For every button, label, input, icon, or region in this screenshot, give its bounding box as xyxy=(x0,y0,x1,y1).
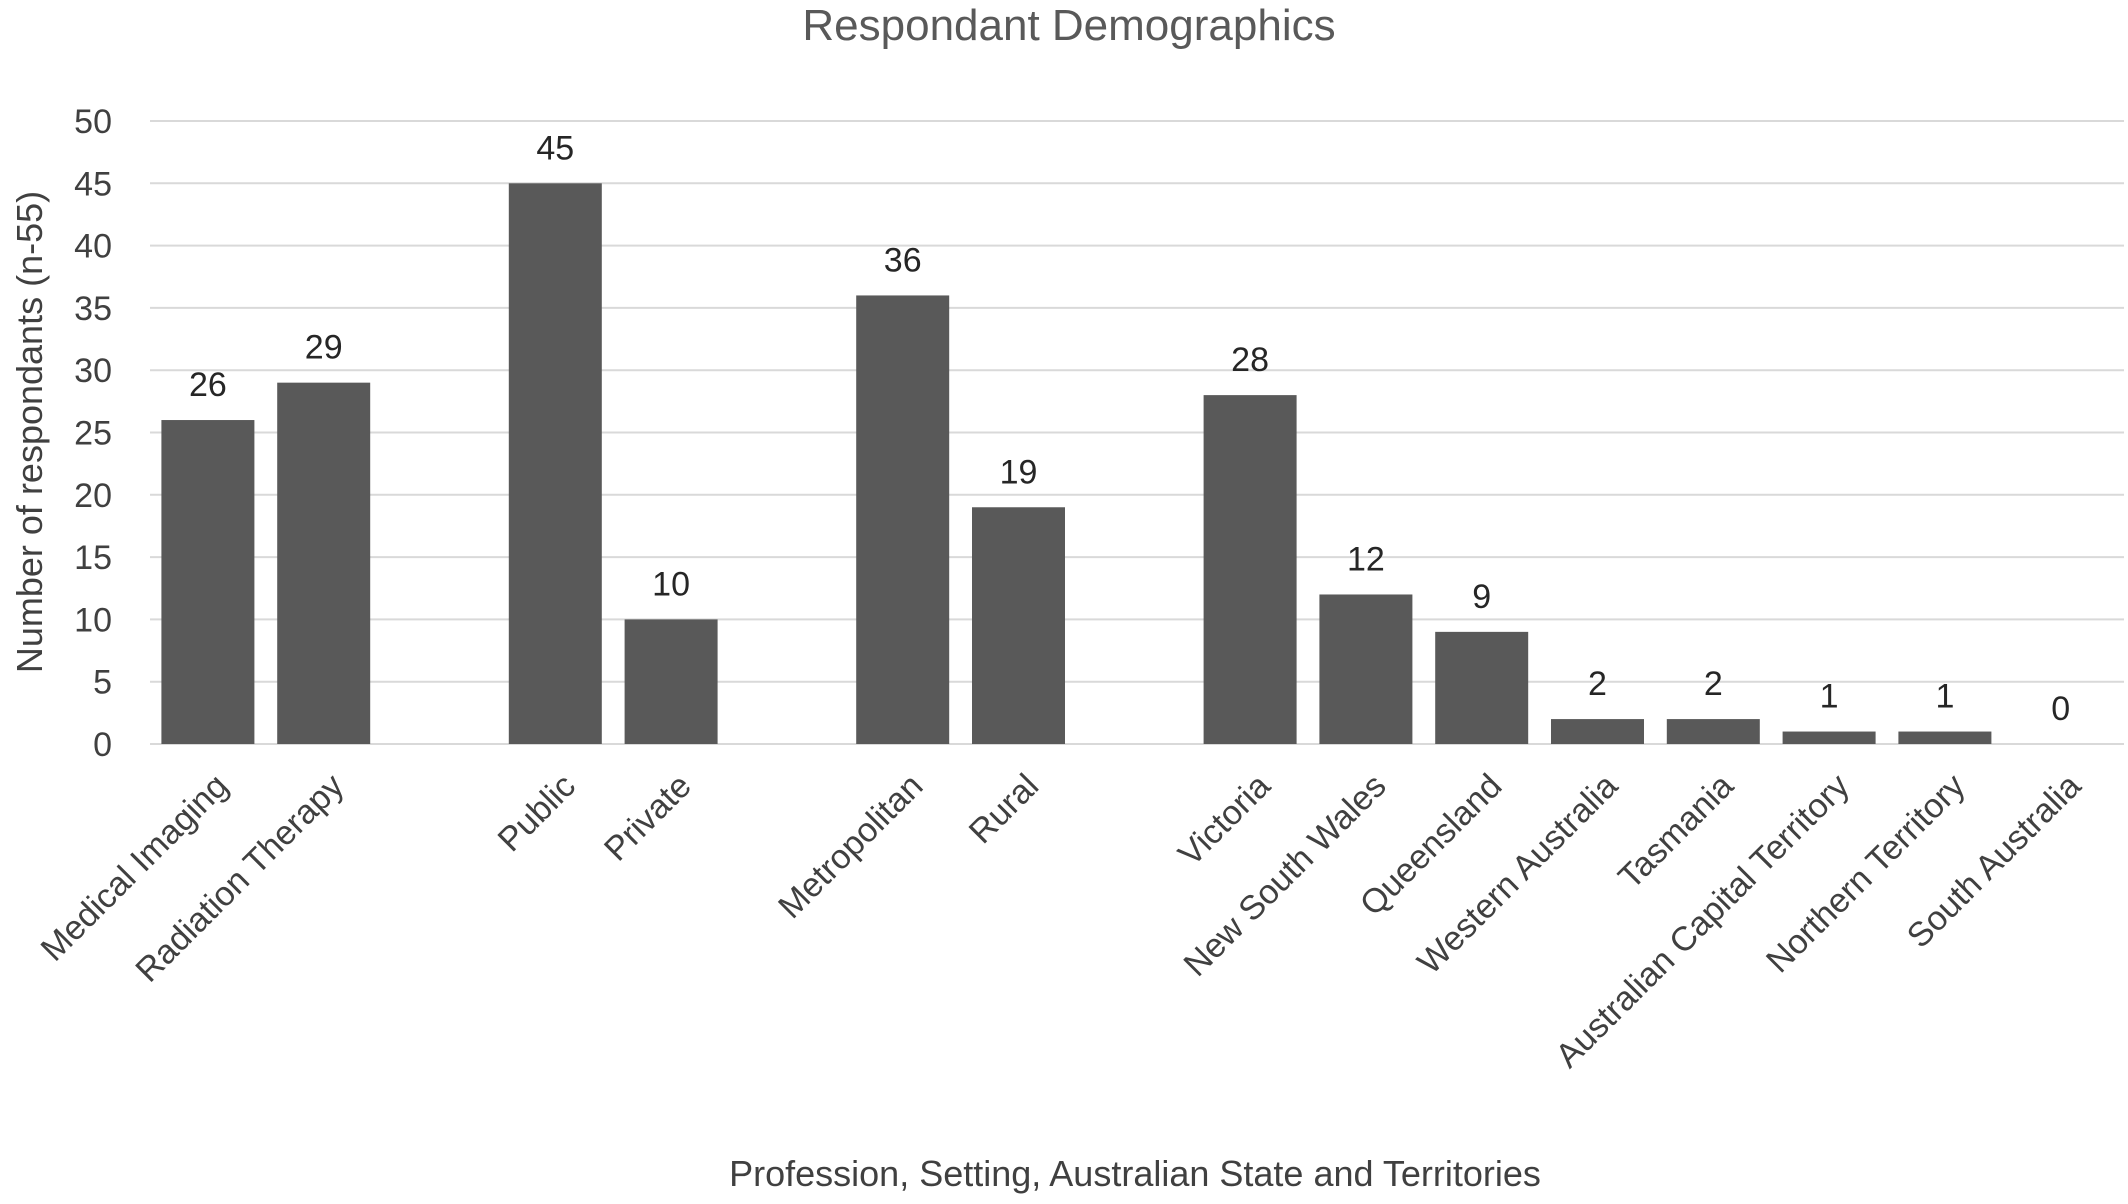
bar xyxy=(1435,631,1529,744)
y-tick-label: 30 xyxy=(74,352,112,390)
bar xyxy=(1319,594,1413,744)
data-label: 0 xyxy=(2051,690,2070,728)
data-label: 36 xyxy=(884,241,922,279)
data-label: 26 xyxy=(189,366,227,404)
data-label: 1 xyxy=(1820,678,1839,716)
y-tick-label: 20 xyxy=(74,477,112,515)
y-tick-label: 15 xyxy=(74,539,112,577)
y-tick-label: 10 xyxy=(74,601,112,639)
y-tick-label: 50 xyxy=(74,103,112,141)
bar xyxy=(277,382,371,744)
bar xyxy=(856,295,950,744)
data-label: 29 xyxy=(305,329,343,367)
data-label: 12 xyxy=(1347,540,1385,578)
bar xyxy=(1666,719,1760,744)
y-tick-label: 0 xyxy=(93,726,112,764)
bar xyxy=(1551,719,1644,744)
bar xyxy=(624,619,718,744)
category-label: Victoria xyxy=(1171,767,1278,874)
y-tick-label: 25 xyxy=(74,415,112,453)
gridlines xyxy=(150,120,2124,745)
data-label: 2 xyxy=(1588,665,1607,703)
category-label: Metropolitan xyxy=(771,767,930,926)
category-label: Radiation Therapy xyxy=(128,767,351,990)
category-label: Rural xyxy=(962,767,1046,851)
x-axis-title: Profession, Setting, Australian State an… xyxy=(729,1153,1541,1194)
y-tick-label: 35 xyxy=(74,290,112,328)
data-label: 19 xyxy=(1000,453,1038,491)
data-label: 1 xyxy=(1935,678,1954,716)
category-label: New South Wales xyxy=(1176,767,1393,984)
data-label: 2 xyxy=(1704,665,1723,703)
data-label: 10 xyxy=(652,565,690,603)
bar xyxy=(508,183,602,745)
data-label: 28 xyxy=(1231,341,1269,379)
y-axis-ticks: 0 5 10 15 20 25 30 35 40 45 50 xyxy=(74,103,112,764)
y-tick-label: 40 xyxy=(74,228,112,266)
bars xyxy=(161,183,1992,745)
y-axis-title: Number of respondants (n-55) xyxy=(9,191,50,673)
y-tick-label: 5 xyxy=(93,664,112,702)
category-label: Northern Territory xyxy=(1759,767,1972,980)
bar xyxy=(1203,395,1297,744)
category-label: Public xyxy=(491,767,583,859)
category-label: Western Australia xyxy=(1410,767,1625,982)
category-label: Private xyxy=(597,767,699,869)
y-tick-label: 45 xyxy=(74,165,112,203)
bar xyxy=(1898,731,1992,744)
bar xyxy=(972,507,1065,744)
data-label: 45 xyxy=(536,129,574,167)
data-label: 9 xyxy=(1472,578,1491,616)
chart-title: Respondant Demographics xyxy=(802,1,1335,50)
bar xyxy=(1782,731,1876,744)
bar xyxy=(161,420,255,744)
